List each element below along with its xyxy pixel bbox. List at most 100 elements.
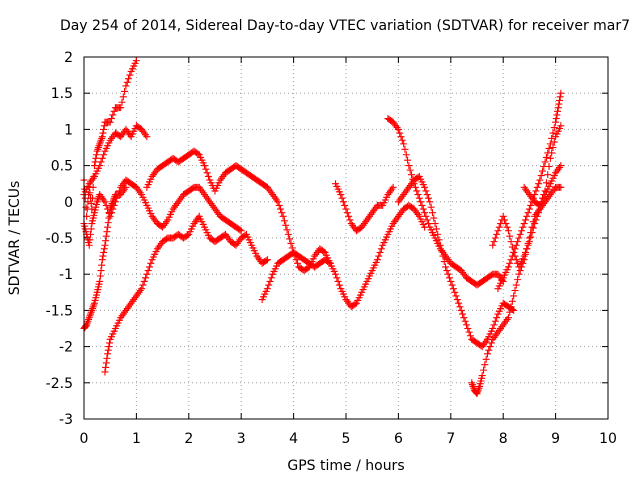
data-point bbox=[545, 144, 553, 152]
data-point bbox=[274, 198, 282, 206]
data-point bbox=[511, 286, 519, 294]
x-tick-label: 9 bbox=[551, 431, 560, 447]
data-point bbox=[510, 306, 518, 314]
data-point bbox=[117, 104, 125, 112]
data-point bbox=[423, 216, 431, 224]
data-point bbox=[138, 285, 146, 293]
data-point bbox=[275, 201, 283, 209]
data-point bbox=[102, 232, 110, 240]
data-point bbox=[100, 245, 108, 253]
data-point bbox=[557, 162, 565, 170]
data-point bbox=[402, 151, 410, 159]
data-point bbox=[417, 198, 425, 206]
data-point bbox=[504, 227, 512, 235]
data-point bbox=[506, 308, 514, 316]
data-point bbox=[108, 209, 116, 217]
data-point bbox=[532, 187, 540, 195]
data-point bbox=[523, 212, 531, 220]
data-point bbox=[99, 252, 107, 260]
data-point bbox=[506, 232, 514, 240]
data-point bbox=[146, 263, 153, 271]
data-point bbox=[394, 125, 402, 133]
data-point bbox=[266, 277, 274, 285]
data-point bbox=[396, 129, 404, 137]
data-point bbox=[514, 238, 522, 246]
data-point bbox=[101, 198, 109, 206]
data-point bbox=[98, 154, 106, 162]
data-point bbox=[539, 194, 546, 202]
data-point bbox=[524, 209, 532, 217]
data-point bbox=[282, 221, 290, 229]
data-point bbox=[101, 368, 109, 376]
data-point bbox=[486, 343, 494, 351]
data-point bbox=[263, 285, 271, 293]
data-point bbox=[464, 325, 472, 332]
data-point bbox=[114, 191, 122, 199]
data-point bbox=[426, 198, 434, 206]
data-point bbox=[422, 187, 430, 195]
data-point bbox=[456, 303, 464, 311]
data-point bbox=[106, 339, 114, 347]
data-point bbox=[85, 241, 93, 249]
data-point bbox=[548, 149, 556, 157]
data-point bbox=[109, 111, 117, 119]
data-point bbox=[457, 306, 465, 314]
data-point bbox=[529, 224, 537, 232]
data-point bbox=[183, 231, 191, 239]
series-arc-e bbox=[101, 212, 271, 376]
data-point bbox=[101, 241, 109, 249]
data-point bbox=[110, 201, 118, 209]
data-point bbox=[512, 241, 520, 249]
data-point bbox=[541, 187, 549, 195]
data-point bbox=[104, 350, 112, 358]
data-point bbox=[111, 198, 119, 206]
data-point bbox=[495, 223, 503, 231]
data-point bbox=[339, 198, 347, 206]
data-point bbox=[427, 203, 435, 211]
data-point bbox=[267, 274, 275, 282]
data-point bbox=[512, 281, 520, 289]
data-point bbox=[375, 252, 383, 260]
data-point bbox=[278, 209, 286, 217]
x-tick-label: 10 bbox=[599, 431, 617, 447]
data-point bbox=[553, 111, 561, 119]
x-axis-label: GPS time / hours bbox=[287, 458, 404, 474]
data-point bbox=[443, 267, 451, 275]
y-tick-label: 1.5 bbox=[51, 86, 73, 102]
data-point bbox=[86, 236, 94, 244]
data-point bbox=[421, 209, 429, 217]
data-point bbox=[147, 259, 155, 267]
data-point bbox=[100, 122, 108, 130]
data-point bbox=[132, 57, 140, 65]
data-point bbox=[449, 285, 457, 293]
data-point bbox=[280, 217, 288, 225]
series-arc-k bbox=[468, 183, 565, 398]
data-point bbox=[554, 107, 562, 115]
data-point bbox=[144, 267, 152, 275]
data-point bbox=[262, 257, 270, 265]
data-point bbox=[419, 205, 427, 213]
data-point bbox=[466, 332, 474, 340]
data-point bbox=[113, 194, 121, 202]
data-point bbox=[524, 241, 532, 249]
data-point bbox=[92, 154, 100, 162]
data-point bbox=[100, 151, 108, 159]
data-point bbox=[539, 167, 546, 175]
tick-labels: 0 1 2 3 4 5 6 7 8 9 10 -3 -2.5 -2 -1.5 -1 -0.5 0 0.5 1 1.5 2 bbox=[46, 50, 617, 447]
data-point bbox=[506, 259, 514, 267]
data-point bbox=[334, 277, 342, 285]
data-point bbox=[521, 248, 529, 256]
data-point bbox=[541, 158, 549, 166]
data-point bbox=[140, 277, 148, 285]
data-point bbox=[341, 201, 349, 209]
data-point bbox=[527, 201, 535, 209]
data-point bbox=[447, 277, 455, 285]
data-point bbox=[287, 239, 295, 247]
series-arc-h bbox=[332, 180, 397, 235]
data-point bbox=[106, 212, 114, 220]
data-point bbox=[545, 163, 553, 171]
data-point bbox=[521, 216, 529, 224]
data-point bbox=[345, 212, 353, 220]
x-tick-label: 4 bbox=[289, 431, 298, 447]
